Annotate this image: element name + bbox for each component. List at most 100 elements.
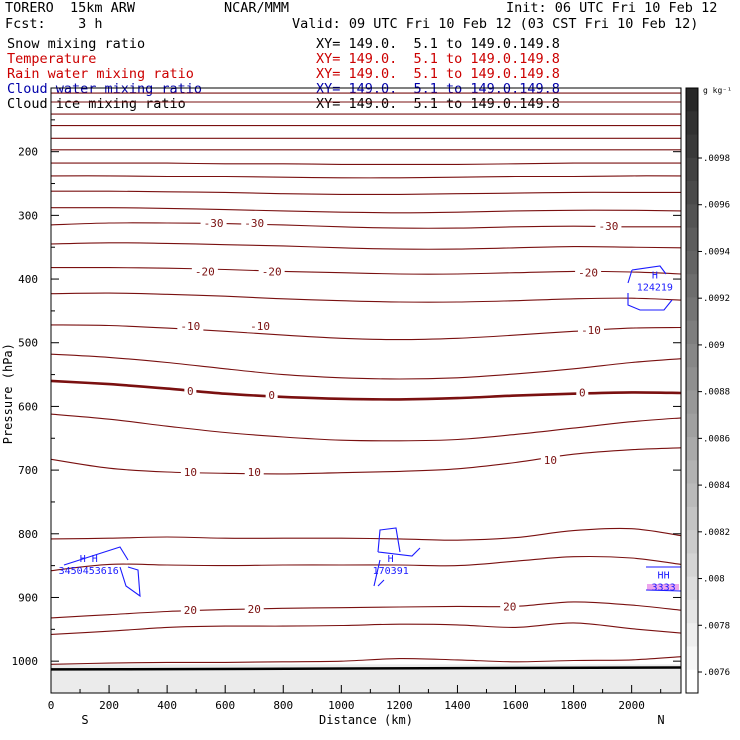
isotherm-line bbox=[50, 292, 682, 303]
isotherm-label: 0 bbox=[187, 385, 194, 398]
model-title: TORERO 15km ARW bbox=[5, 0, 136, 16]
colorbar-tick-label: .0088 bbox=[703, 388, 730, 398]
isotherm-line bbox=[50, 413, 682, 442]
isotherm-label-bg bbox=[177, 319, 204, 333]
isotherm-label: -10 bbox=[581, 324, 601, 337]
rain-water-contour bbox=[647, 584, 679, 590]
colorbar-segment bbox=[686, 576, 698, 601]
init-time: Init: 06 UTC Fri 10 Feb 12 bbox=[506, 0, 718, 16]
valid-time: Valid: 09 UTC Fri 10 Feb 12 (03 CST Fri … bbox=[292, 16, 699, 32]
cloud-water-contour bbox=[627, 265, 673, 311]
isotherm-label-bg bbox=[180, 465, 200, 479]
colorbar-segment bbox=[686, 646, 698, 671]
cloud-water-max-value: 3333 bbox=[652, 582, 676, 593]
isotherm-label-bg bbox=[244, 601, 264, 615]
isotherm-label: 20 bbox=[248, 603, 261, 616]
colorbar-frame bbox=[685, 87, 699, 694]
field-xy-rain: XY= 149.0. 5.1 to 149.0.149.8 bbox=[316, 66, 560, 82]
field-xy-temperature: XY= 149.0. 5.1 to 149.0.149.8 bbox=[316, 51, 560, 67]
isotherm-label: -30 bbox=[244, 217, 264, 230]
isotherm-label: 10 bbox=[248, 466, 261, 479]
colorbar-segment bbox=[686, 506, 698, 531]
colorbar-segment bbox=[686, 297, 698, 322]
colorbar-tick-label: .0098 bbox=[703, 154, 730, 164]
isotherm-line bbox=[50, 601, 682, 619]
colorbar-segment bbox=[686, 669, 698, 694]
isotherm-label: -10 bbox=[250, 320, 270, 333]
x-tick-label: 2000 bbox=[618, 699, 645, 712]
colorbar-tick-label: .0076 bbox=[703, 668, 730, 678]
isotherm-line bbox=[50, 555, 682, 572]
y-tick-label: 900 bbox=[18, 591, 38, 604]
forecast-hour: Fcst: 3 h bbox=[5, 16, 103, 32]
isotherm-label: 20 bbox=[184, 604, 197, 617]
isotherm-line bbox=[51, 162, 681, 165]
x-tick-label: 0 bbox=[48, 699, 55, 712]
isotherm-line bbox=[50, 353, 682, 380]
isotherm-label-bg bbox=[595, 219, 622, 233]
y-tick-label: 200 bbox=[18, 146, 38, 159]
colorbar-segment bbox=[686, 437, 698, 461]
ncar-label: NCAR/MMM bbox=[224, 0, 290, 16]
isotherm-label: 10 bbox=[544, 454, 557, 467]
colorbar-segment bbox=[686, 204, 698, 229]
y-axis-label: Pressure (hPa) bbox=[1, 343, 15, 444]
colorbar-segment bbox=[686, 181, 698, 205]
isotherm-label: -20 bbox=[578, 267, 598, 280]
colorbar-segment bbox=[686, 134, 698, 159]
isotherm-label: 0 bbox=[579, 386, 586, 399]
isotherm-label-bg bbox=[258, 264, 285, 278]
colorbar-segment bbox=[686, 530, 698, 554]
colorbar-tick-label: .0096 bbox=[703, 201, 730, 211]
y-tick-label: 800 bbox=[18, 528, 38, 541]
isotherm-label-bg bbox=[191, 264, 218, 278]
x-tick-label: 1600 bbox=[502, 699, 529, 712]
cloud-water-max-value: 170391 bbox=[373, 566, 409, 577]
isotherm-label-bg bbox=[200, 216, 227, 230]
isotherm-label-bg bbox=[540, 452, 560, 466]
y-tick-label: 300 bbox=[18, 209, 38, 222]
north-label: N bbox=[657, 713, 664, 727]
colorbar-tick-label: .0092 bbox=[703, 294, 730, 304]
colorbar-segment bbox=[686, 274, 698, 299]
field-label-cloud-ice: Cloud ice mixing ratio bbox=[7, 96, 186, 112]
isotherm-label: -30 bbox=[598, 220, 618, 233]
x-tick-label: 400 bbox=[157, 699, 177, 712]
cloud-water-max-marker: H H bbox=[80, 554, 98, 565]
colorbar-tick-label: .0084 bbox=[703, 481, 730, 491]
x-tick-label: 200 bbox=[99, 699, 119, 712]
colorbar-tick-label: .0082 bbox=[703, 528, 730, 538]
field-label-snow: Snow mixing ratio bbox=[7, 36, 146, 52]
surface-line bbox=[50, 666, 682, 671]
x-tick-label: 1000 bbox=[328, 699, 355, 712]
south-label: S bbox=[81, 713, 88, 727]
colorbar-tick-label: .0086 bbox=[703, 434, 730, 444]
colorbar-segment bbox=[686, 367, 698, 392]
colorbar-segment bbox=[686, 343, 698, 368]
colorbar-segment bbox=[686, 623, 698, 648]
colorbar-segment bbox=[686, 157, 698, 182]
field-label-rain: Rain water mixing ratio bbox=[7, 66, 194, 82]
isotherm-label-bg bbox=[244, 465, 264, 479]
colorbar-segment bbox=[686, 250, 698, 275]
colorbar-segment bbox=[686, 88, 698, 112]
isotherm-label: -30 bbox=[204, 217, 224, 230]
cloud-water-max-marker: H bbox=[652, 270, 658, 281]
cloud-water-max-marker: H bbox=[388, 554, 394, 565]
colorbar-segment bbox=[686, 320, 698, 345]
isotherm-label: 0 bbox=[268, 389, 275, 402]
colorbar-segment bbox=[686, 227, 698, 252]
colorbar-tick-label: .009 bbox=[703, 341, 725, 351]
x-tick-label: 1400 bbox=[444, 699, 471, 712]
isotherm-label: -20 bbox=[262, 265, 282, 278]
y-tick-label: 700 bbox=[18, 464, 38, 477]
colorbar-segment bbox=[686, 483, 698, 508]
cloud-water-max-marker: HH bbox=[658, 570, 670, 581]
x-tick-label: 800 bbox=[273, 699, 293, 712]
x-tick-label: 1200 bbox=[386, 699, 413, 712]
isotherm-line bbox=[50, 222, 682, 229]
isotherm-label: 20 bbox=[503, 600, 516, 613]
isotherm-label-bg bbox=[576, 385, 589, 399]
cloud-water-contour bbox=[373, 527, 421, 587]
colorbar-segment bbox=[686, 460, 698, 485]
